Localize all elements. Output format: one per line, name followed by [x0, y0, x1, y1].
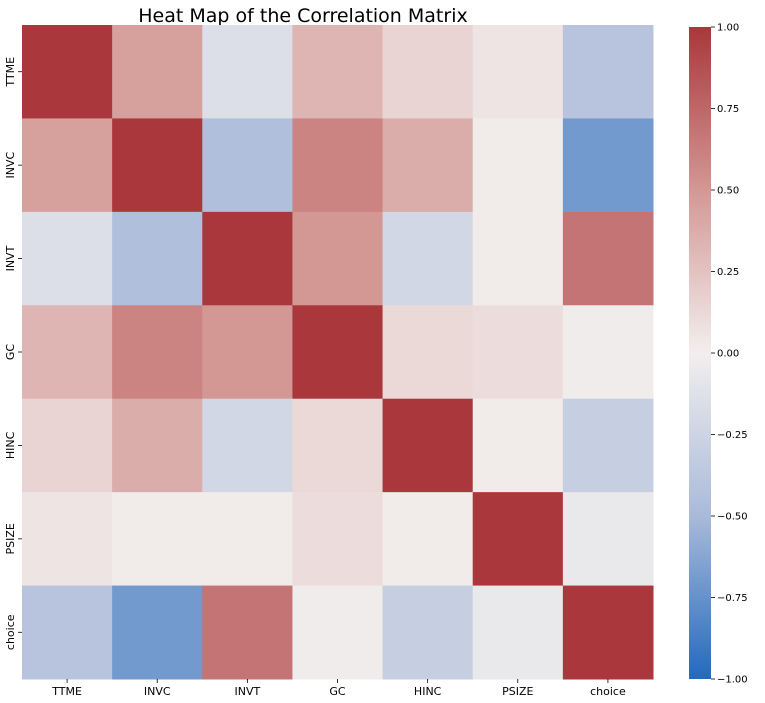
heatmap-cell-INVT-INVC	[112, 211, 203, 306]
heatmap-cell-choice-choice	[562, 585, 654, 680]
heatmap-cell-TTME-INVT	[202, 25, 293, 119]
heatmap-cell-TTME-INVC	[112, 25, 203, 119]
heatmap-cell-INVT-PSIZE	[472, 211, 564, 306]
heatmap-cell-INVC-GC	[292, 118, 384, 213]
heatmap-cell-choice-GC	[292, 585, 384, 680]
heatmap-cell-HINC-TTME	[22, 398, 113, 493]
x-tick-label-INVT: INVT	[234, 685, 260, 698]
y-axis-ticks: TTME INVC INVT GC HINC PSIZE choice	[4, 57, 22, 650]
x-tick-label-choice: choice	[590, 685, 626, 698]
colorbar-tick-label: −0.25	[717, 430, 748, 441]
colorbar-tick-label: −0.50	[717, 512, 748, 523]
heatmap-cell-INVC-choice	[562, 118, 654, 213]
y-tick-label-INVC: INVC	[4, 151, 17, 178]
heatmap-cell-GC-INVT	[202, 305, 293, 400]
y-tick-label-HINC: HINC	[4, 431, 17, 459]
heatmap-cell-INVT-choice	[562, 211, 654, 306]
colorbar-tick-label: 0.00	[717, 349, 739, 360]
heatmap-cell-choice-INVT	[202, 585, 293, 680]
heatmap-cell-HINC-PSIZE	[472, 398, 564, 493]
heatmap-cell-INVT-GC	[292, 211, 384, 306]
heatmap-cell-choice-HINC	[382, 585, 474, 680]
heatmap-cell-INVT-HINC	[382, 211, 474, 306]
heatmap-cell-TTME-TTME	[22, 25, 113, 119]
heatmap-cell-PSIZE-PSIZE	[472, 492, 564, 587]
heatmap-cell-HINC-GC	[292, 398, 384, 493]
y-tick-label-choice: choice	[4, 614, 17, 650]
heatmap-cell-choice-TTME	[22, 585, 113, 680]
heatmap-cell-INVC-TTME	[22, 118, 113, 213]
colorbar-tick-label: 1.00	[717, 23, 739, 34]
x-tick-label-INVC: INVC	[144, 685, 171, 698]
heatmap-cell-PSIZE-GC	[292, 492, 384, 587]
heatmap-cell-GC-GC	[292, 305, 384, 400]
y-tick-label-TTME: TTME	[4, 57, 17, 88]
x-tick-label-TTME: TTME	[51, 685, 82, 698]
heatmap-cell-GC-choice	[562, 305, 654, 400]
colorbar-ticks: 1.00 0.75 0.50 0.25 0.00 −0.25 −0.50 −0.75 −1.00	[711, 23, 748, 686]
heatmap-cell-INVC-HINC	[382, 118, 474, 213]
heatmap-cell-TTME-HINC	[382, 25, 474, 119]
heatmap-cell-TTME-PSIZE	[472, 25, 564, 119]
heatmap-cell-TTME-choice	[562, 25, 654, 119]
heatmap-cell-INVT-INVT	[202, 211, 293, 306]
heatmap-cell-PSIZE-INVC	[112, 492, 203, 587]
colorbar-tick-label: 0.25	[717, 267, 739, 278]
heatmap-cell-GC-PSIZE	[472, 305, 564, 400]
heatmap-cell-HINC-HINC	[382, 398, 474, 493]
colorbar	[689, 27, 711, 679]
x-tick-label-HINC: HINC	[414, 685, 442, 698]
heatmap-cell-INVC-INVT	[202, 118, 293, 213]
heatmap-cell-HINC-choice	[562, 398, 654, 493]
heatmap-cell-GC-HINC	[382, 305, 474, 400]
heatmap-cell-HINC-INVT	[202, 398, 293, 493]
heatmap-cell-INVT-TTME	[22, 211, 113, 306]
heatmap-cell-PSIZE-choice	[562, 492, 654, 587]
x-axis-ticks: TTME INVC INVT GC HINC PSIZE choice	[51, 679, 626, 698]
colorbar-tick-label: 0.50	[717, 186, 739, 197]
heatmap-cell-GC-TTME	[22, 305, 113, 400]
colorbar-tick-label: −1.00	[717, 675, 748, 686]
heatmap-cell-PSIZE-INVT	[202, 492, 293, 587]
heatmap-cell-choice-PSIZE	[472, 585, 564, 680]
colorbar-tick-label: −0.75	[717, 593, 748, 604]
y-tick-label-PSIZE: PSIZE	[4, 523, 17, 554]
heatmap-cell-INVC-PSIZE	[472, 118, 564, 213]
y-tick-label-GC: GC	[4, 344, 17, 361]
x-tick-label-GC: GC	[329, 685, 346, 698]
y-tick-label-INVT: INVT	[4, 245, 17, 271]
heatmap-cells	[22, 25, 654, 680]
heatmap-cell-INVC-INVC	[112, 118, 203, 213]
heatmap-cell-HINC-INVC	[112, 398, 203, 493]
heatmap-cell-PSIZE-TTME	[22, 492, 113, 587]
x-tick-label-PSIZE: PSIZE	[502, 685, 533, 698]
colorbar-tick-label: 0.75	[717, 104, 739, 115]
heatmap-cell-PSIZE-HINC	[382, 492, 474, 587]
heatmap-cell-TTME-GC	[292, 25, 384, 119]
chart-title: Heat Map of the Correlation Matrix	[138, 5, 467, 27]
heatmap-cell-choice-INVC	[112, 585, 203, 680]
heatmap-cell-GC-INVC	[112, 305, 203, 400]
